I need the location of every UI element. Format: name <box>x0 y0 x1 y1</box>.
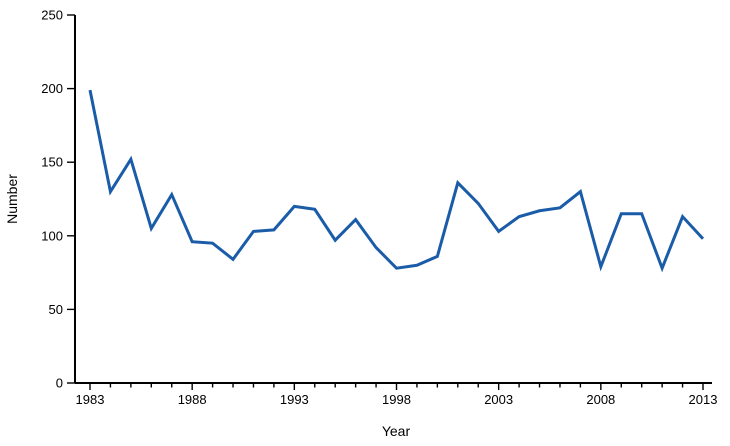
y-axis-title: Number <box>4 174 20 224</box>
svg-text:100: 100 <box>41 228 63 243</box>
data-series-line <box>88 89 705 273</box>
axes <box>74 15 712 384</box>
svg-text:1993: 1993 <box>280 392 309 407</box>
svg-text:50: 50 <box>49 302 63 317</box>
axis-ticks <box>67 14 704 390</box>
svg-text:1988: 1988 <box>178 392 207 407</box>
svg-text:250: 250 <box>41 8 63 23</box>
svg-text:0: 0 <box>56 376 63 391</box>
svg-text:200: 200 <box>41 81 63 96</box>
axis-tick-labels: 0 50 100 150 200 250 1983 1988 1993 1998 2003 2008 2… <box>41 8 717 408</box>
svg-text:1998: 1998 <box>382 392 411 407</box>
svg-text:2008: 2008 <box>586 392 615 407</box>
number-series-polyline <box>88 89 705 273</box>
x-axis-title: Year <box>382 423 411 439</box>
svg-text:1983: 1983 <box>76 392 105 407</box>
svg-text:2013: 2013 <box>689 392 718 407</box>
svg-text:2003: 2003 <box>484 392 513 407</box>
svg-text:150: 150 <box>41 155 63 170</box>
